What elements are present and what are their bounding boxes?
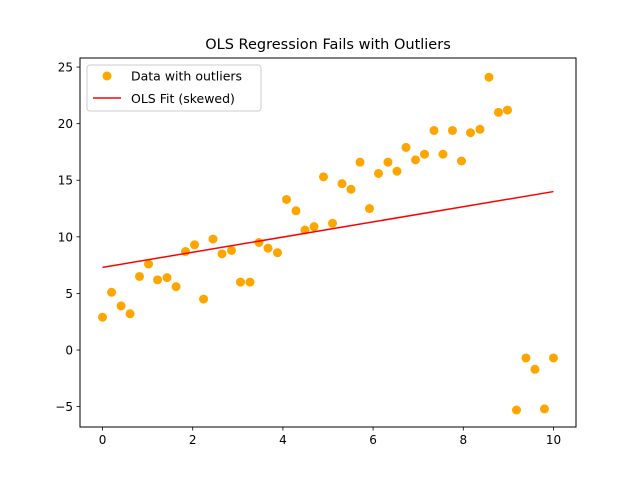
- x-tick-label: 8: [459, 433, 467, 447]
- data-point: [355, 157, 365, 167]
- data-point: [291, 206, 301, 216]
- data-point: [410, 155, 420, 165]
- data-point: [107, 287, 117, 297]
- data-point: [493, 107, 503, 117]
- y-tick-label: 20: [58, 117, 73, 131]
- data-point: [401, 142, 411, 152]
- axes-frame: [79, 57, 577, 428]
- x-tick-label: 10: [546, 433, 561, 447]
- data-point: [392, 166, 402, 176]
- x-tick-label: 0: [99, 433, 107, 447]
- axes: 0 2 4 6 8 10 −5 0 5 10 15 20 25: [55, 61, 561, 447]
- data-point: [337, 179, 347, 189]
- y-tick-label: 25: [58, 61, 73, 75]
- data-point: [199, 294, 209, 304]
- legend-label-fit: OLS Fit (skewed): [131, 91, 235, 106]
- legend-label-data: Data with outliers: [131, 69, 242, 84]
- x-tick-label: 2: [189, 433, 197, 447]
- data-point: [521, 353, 531, 363]
- data-point: [208, 234, 218, 244]
- data-point: [438, 149, 448, 159]
- x-tick-label: 6: [369, 433, 377, 447]
- data-point: [282, 194, 292, 204]
- x-tick-label: 4: [279, 433, 287, 447]
- data-point: [318, 172, 328, 182]
- data-point: [227, 245, 237, 255]
- y-tick-label: −5: [55, 400, 73, 414]
- data-point: [245, 277, 255, 287]
- y-tick-label: 15: [58, 174, 73, 188]
- data-point: [465, 128, 475, 138]
- data-point: [511, 405, 521, 415]
- data-point: [171, 282, 181, 292]
- data-point: [548, 353, 558, 363]
- ols-fit-line: [102, 190, 554, 269]
- data-point: [144, 259, 154, 269]
- data-point: [309, 222, 319, 232]
- data-point: [530, 364, 540, 374]
- data-point: [162, 273, 172, 283]
- data-point: [217, 249, 227, 259]
- plot-area: [98, 72, 558, 415]
- data-point: [190, 240, 200, 250]
- data-point: [484, 72, 494, 82]
- data-point: [236, 277, 246, 287]
- data-point: [456, 156, 466, 166]
- data-point: [125, 309, 135, 319]
- y-tick-label: 10: [58, 230, 73, 244]
- chart-title: OLS Regression Fails with Outliers: [205, 37, 451, 53]
- data-point: [475, 124, 485, 134]
- data-point: [116, 301, 126, 311]
- data-point: [539, 404, 549, 414]
- legend-marker-data: [102, 71, 112, 81]
- data-point: [374, 168, 384, 178]
- data-point: [383, 157, 393, 167]
- y-tick-label: 0: [65, 344, 73, 358]
- data-point: [447, 125, 457, 135]
- legend: Data with outliers OLS Fit (skewed): [86, 64, 262, 112]
- data-point: [429, 125, 439, 135]
- data-point: [502, 105, 512, 115]
- data-point: [346, 184, 356, 194]
- data-point: [419, 149, 429, 159]
- legend-box: [86, 64, 262, 112]
- data-point: [263, 243, 273, 253]
- data-point: [364, 204, 374, 214]
- y-tick-label: 5: [65, 287, 73, 301]
- data-point: [254, 238, 264, 247]
- data-point: [272, 248, 282, 258]
- data-point: [135, 271, 145, 281]
- data-point: [153, 275, 163, 285]
- data-point: [98, 312, 108, 322]
- data-point: [328, 218, 338, 228]
